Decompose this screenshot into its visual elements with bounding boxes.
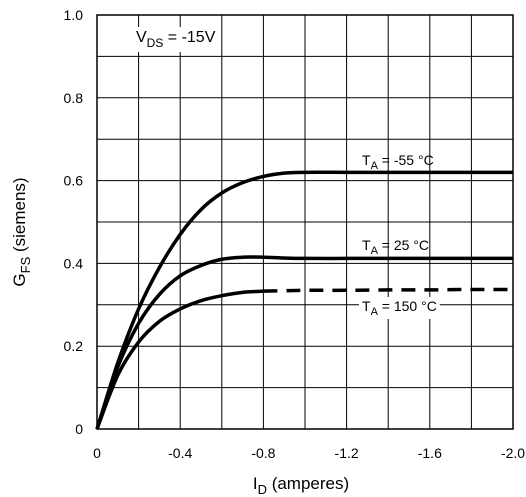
y-axis-label-main: G bbox=[10, 273, 29, 286]
x-tick-label: 0 bbox=[93, 445, 101, 461]
y-tick-label: 0.4 bbox=[64, 255, 84, 271]
plot-frame bbox=[96, 14, 514, 430]
x-axis-label-main: I bbox=[253, 474, 258, 493]
x-tick-label: -1.6 bbox=[418, 445, 442, 461]
y-tick-label: 0.8 bbox=[64, 90, 84, 106]
series-label-25: TA = 25 °C bbox=[362, 237, 429, 257]
y-tick-label: 0 bbox=[75, 421, 83, 437]
vds-annotation-rest: = -15V bbox=[163, 29, 215, 46]
x-axis-label-rest: (amperes) bbox=[267, 474, 349, 493]
y-tick-label: 0.2 bbox=[64, 338, 84, 354]
series-label-150-main: T bbox=[362, 298, 371, 314]
series-label-25-rest: = 25 °C bbox=[378, 237, 429, 253]
series-label-minus55-main: T bbox=[362, 152, 371, 168]
vds-annotation-background bbox=[132, 27, 220, 52]
y-tick-label: 1.0 bbox=[64, 7, 84, 23]
vds-annotation-sub: DS bbox=[147, 36, 164, 50]
series-label-25-sub: A bbox=[371, 245, 379, 257]
series-label-150-sub: A bbox=[371, 306, 379, 318]
y-axis-label: GFS (siemens) bbox=[10, 177, 33, 286]
grid bbox=[96, 14, 514, 430]
x-tick-label: -0.8 bbox=[251, 445, 275, 461]
vds-annotation-main: V bbox=[136, 29, 147, 46]
series-line-1 bbox=[95, 255, 513, 430]
x-axis-label-sub: D bbox=[258, 482, 267, 497]
y-axis-label-sub: FS bbox=[18, 256, 33, 273]
series-label-150-background bbox=[359, 297, 440, 319]
tick-labels: 0 -0.4 -0.8 -1.2 -1.6 -2.0 0 0.2 0.4 0.6 0.8 1.0 bbox=[64, 7, 526, 461]
x-tick-label: -2.0 bbox=[501, 445, 525, 461]
series-label-minus55-sub: A bbox=[371, 160, 379, 172]
series-line-2-dashed bbox=[263, 287, 514, 293]
y-tick-label: 0.6 bbox=[64, 173, 84, 189]
y-axis-label-rest: (siemens) bbox=[10, 177, 29, 256]
vds-annotation: VDS = -15V bbox=[136, 29, 216, 50]
series-group bbox=[95, 170, 514, 430]
x-tick-label: -1.2 bbox=[335, 445, 359, 461]
x-axis-label: ID (amperes) bbox=[253, 474, 349, 497]
series-label-25-main: T bbox=[362, 237, 371, 253]
series-label-150-rest: = 150 °C bbox=[378, 298, 437, 314]
series-line-2-solid bbox=[95, 289, 264, 430]
series-label-minus55: TA = -55 °C bbox=[362, 152, 434, 172]
series-label-minus55-rest: = -55 °C bbox=[378, 152, 434, 168]
series-line-0 bbox=[95, 170, 513, 430]
x-tick-label: -0.4 bbox=[168, 445, 192, 461]
series-label-150: TA = 150 °C bbox=[362, 298, 437, 318]
